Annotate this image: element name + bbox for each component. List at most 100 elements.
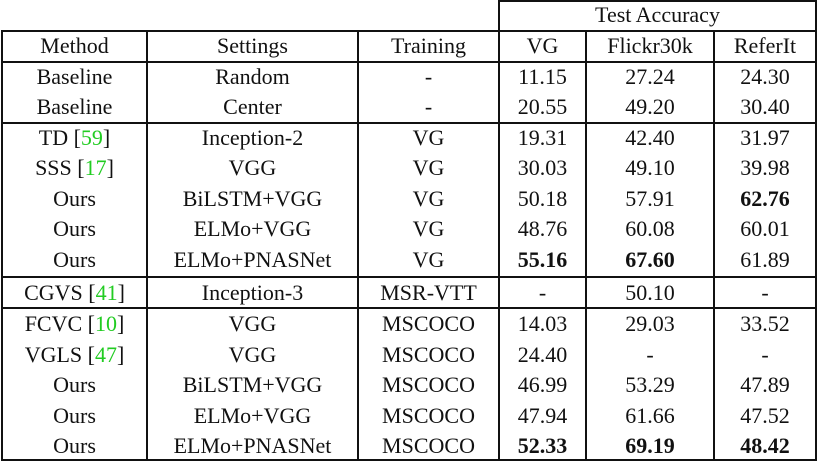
cell-training: - [424, 94, 433, 119]
cell-flickr: 29.03 [625, 311, 675, 336]
rule-vg [1, 276, 817, 278]
cell-training: MSR-VTT [380, 280, 477, 305]
cell-method: Ours [53, 433, 96, 458]
citation-bracket: ] [102, 125, 111, 150]
cell-settings: ELMo+PNASNet [173, 433, 332, 458]
cell-method: CGVS [41] [3, 278, 146, 308]
method-name: VGLS [ [24, 342, 95, 367]
cell-vg: 30.03 [517, 155, 568, 180]
cell-training: MSCOCO [382, 342, 475, 367]
group-header: Test Accuracy [595, 2, 720, 27]
rule-baseline [1, 122, 817, 124]
cell-flickr: 50.10 [625, 280, 675, 305]
cell-vg: 14.03 [517, 311, 568, 336]
cell-method: Ours [53, 403, 96, 428]
cell-method: Ours [53, 372, 96, 397]
citation-link[interactable]: 10 [94, 311, 117, 336]
cell-training: VG [412, 186, 445, 211]
cell-settings: VGG [228, 155, 277, 180]
cell-method: Baseline [36, 64, 113, 89]
rule-vg [585, 30, 587, 461]
cell-vg: 47.94 [517, 403, 568, 428]
rule-method [146, 30, 148, 461]
cell-vg: 24.40 [517, 342, 568, 367]
col-header-vg: VG [526, 33, 559, 58]
cell-referit: 60.01 [740, 216, 790, 241]
cell-flickr: 42.40 [625, 125, 675, 150]
cell-vg: 11.15 [518, 64, 567, 89]
cell-referit: 24.30 [740, 64, 790, 89]
cell-method: Ours [53, 247, 96, 272]
rule-bottom [1, 459, 817, 461]
citation-link[interactable]: 17 [84, 155, 107, 180]
rule-right [815, 0, 817, 461]
cell-settings: ELMo+PNASNet [173, 247, 332, 272]
cell-referit: 62.76 [740, 186, 790, 211]
cell-settings: ELMo+VGG [193, 216, 312, 241]
cell-flickr: 61.66 [625, 403, 675, 428]
cell-flickr: 49.20 [625, 94, 675, 119]
cell-training: MSCOCO [382, 403, 475, 428]
rule-top [1, 30, 817, 32]
col-header-referit: ReferIt [733, 33, 797, 58]
rule-flickr [713, 30, 715, 461]
method-name: SSS [ [35, 155, 85, 180]
cell-vg: 19.31 [517, 125, 568, 150]
col-header-method: Method [40, 33, 109, 58]
cell-method: Baseline [36, 94, 113, 119]
cell-training: MSCOCO [382, 433, 475, 458]
cell-referit: 31.97 [740, 125, 790, 150]
cell-settings: VGG [228, 342, 277, 367]
cell-referit: 33.52 [740, 311, 790, 336]
cell-method: TD [59] [3, 123, 146, 153]
rule-training [498, 0, 500, 461]
cell-settings: Inception-3 [201, 280, 304, 305]
cell-settings: Center [223, 94, 282, 119]
col-header-training: Training [391, 33, 466, 58]
cell-flickr: 60.08 [625, 216, 675, 241]
cell-method: VGLS [47] [3, 340, 146, 370]
cell-vg: - [538, 280, 547, 305]
cell-referit: 61.89 [740, 247, 790, 272]
cell-settings: ELMo+VGG [193, 403, 312, 428]
citation-link[interactable]: 47 [94, 342, 117, 367]
cell-training: VG [412, 247, 445, 272]
citation-link[interactable]: 41 [95, 280, 118, 305]
cell-vg: 46.99 [517, 372, 568, 397]
cell-settings: BiLSTM+VGG [182, 372, 323, 397]
cell-method: FCVC [10] [3, 309, 146, 339]
cell-training: VG [412, 216, 445, 241]
cell-settings: Random [215, 64, 290, 89]
cell-flickr: - [646, 342, 654, 367]
rule-left [1, 30, 3, 461]
cell-referit: 39.98 [740, 155, 790, 180]
cell-flickr: 49.10 [625, 155, 675, 180]
rule-msrvtt [1, 307, 817, 309]
cell-referit: 47.89 [740, 372, 790, 397]
method-name: CGVS [ [24, 280, 96, 305]
cell-training: VG [412, 125, 445, 150]
col-header-flickr30k: Flickr30k [607, 33, 693, 58]
cell-method: SSS [17] [3, 153, 146, 183]
citation-link[interactable]: 59 [80, 125, 103, 150]
method-name: FCVC [ [24, 311, 95, 336]
cell-method: Ours [53, 216, 96, 241]
cell-vg: 52.33 [517, 433, 568, 458]
cell-settings: VGG [228, 311, 277, 336]
cell-referit: 30.40 [740, 94, 790, 119]
method-name: TD [ [38, 125, 81, 150]
rule-settings [357, 30, 359, 461]
cell-settings: Inception-2 [201, 125, 304, 150]
cell-flickr: 57.91 [625, 186, 675, 211]
col-header-settings: Settings [217, 33, 288, 58]
cell-referit: - [761, 280, 769, 305]
cell-settings: BiLSTM+VGG [182, 186, 323, 211]
cell-flickr: 67.60 [625, 247, 675, 272]
cell-flickr: 69.19 [625, 433, 675, 458]
cell-flickr: 53.29 [625, 372, 675, 397]
cell-flickr: 27.24 [625, 64, 675, 89]
rule-header [1, 61, 817, 63]
citation-bracket: ] [116, 311, 125, 336]
cell-training: - [424, 64, 433, 89]
